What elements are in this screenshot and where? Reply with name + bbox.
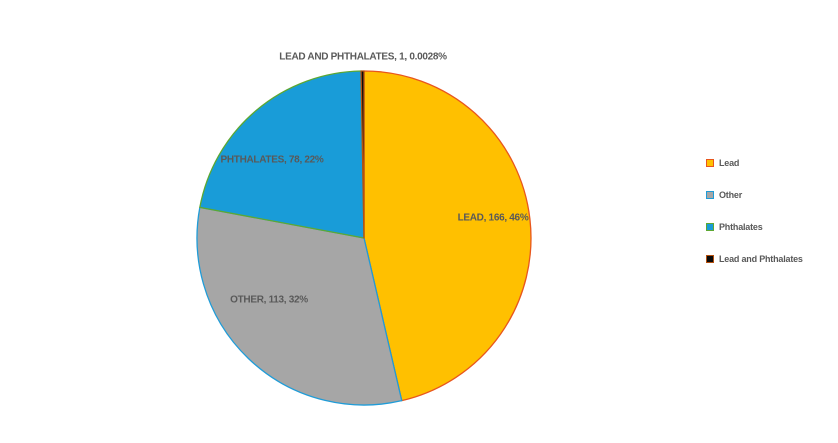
- legend-marker-other-icon: [706, 191, 714, 199]
- legend: Lead Other Phthalates Lead and Phthalates: [706, 158, 803, 286]
- pie-slice-other: [196, 206, 403, 406]
- legend-label-lead-and-phthalates: Lead and Phthalates: [719, 254, 803, 264]
- legend-item-lead: Lead: [706, 158, 803, 168]
- pie-slice-lead-and-phthalates: [360, 70, 365, 239]
- legend-item-phthalates: Phthalates: [706, 222, 803, 232]
- data-label-lead-and-phthalates: LEAD AND PHTHALATES, 1, 0.0028%: [279, 51, 447, 63]
- legend-item-lead-and-phthalates: Lead and Phthalates: [706, 254, 803, 264]
- legend-label-lead: Lead: [719, 158, 740, 168]
- legend-marker-lead-icon: [706, 159, 714, 167]
- legend-marker-lead-and-phthalates-icon: [706, 255, 714, 263]
- legend-item-other: Other: [706, 190, 803, 200]
- pie-chart: [196, 70, 532, 406]
- pie-slice-lead: [363, 70, 532, 402]
- legend-marker-phthalates-icon: [706, 223, 714, 231]
- legend-label-other: Other: [719, 190, 743, 200]
- legend-label-phthalates: Phthalates: [719, 222, 763, 232]
- pie-slice-phthalates: [199, 70, 365, 239]
